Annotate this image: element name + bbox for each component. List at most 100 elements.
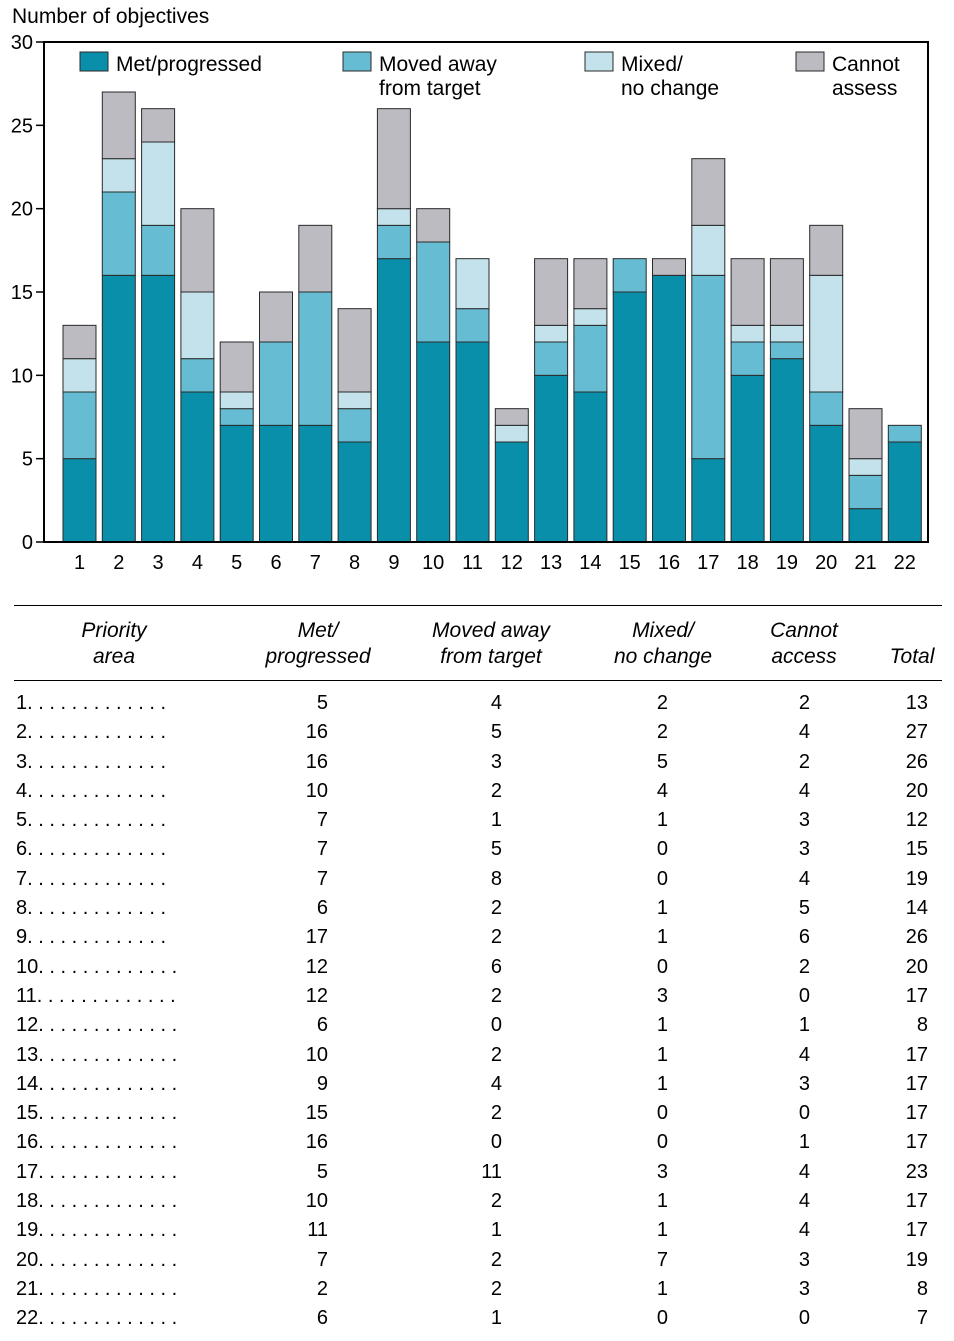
cell-total: 27 <box>905 721 928 744</box>
table-row: 12. . . . . . . . . . . . . 6 0 1 1 8 <box>14 1011 942 1040</box>
cell-total: 8 <box>916 1014 928 1037</box>
cell-mixed: 1 <box>656 1014 668 1037</box>
cell-total: 26 <box>905 926 928 949</box>
bar-segment-9-series-3 <box>376 208 411 226</box>
bar-segment-12-series-4 <box>494 408 529 426</box>
legend-label-3-line1: Mixed/ <box>621 53 683 76</box>
x-tick-label: 5 <box>231 552 242 574</box>
cell-total: 14 <box>905 897 928 920</box>
cell-mixed: 1 <box>656 1219 668 1242</box>
y-tick-label: 15 <box>11 282 33 304</box>
table-row: 3. . . . . . . . . . . . . 16 3 5 2 26 <box>14 748 942 777</box>
x-tick-label: 19 <box>776 552 798 574</box>
cell-moved-away: 4 <box>490 1072 502 1095</box>
cell-moved-away: 0 <box>490 1014 502 1037</box>
x-tick-label: 8 <box>349 552 360 574</box>
x-tick-label: 6 <box>270 552 281 574</box>
bar-segment-4-series-2 <box>180 358 215 393</box>
cell-met: 10 <box>305 1190 328 1213</box>
bar-segment-8-series-3 <box>337 391 372 410</box>
bar-segment-13-series-3 <box>534 324 569 343</box>
bar-segment-9-series-2 <box>376 224 411 260</box>
bar-segment-9-series-4 <box>376 108 411 210</box>
cell-met: 7 <box>316 809 328 832</box>
bar-segment-19-series-4 <box>769 258 804 326</box>
cell-moved-away: 2 <box>490 1190 502 1213</box>
table-row: 17. . . . . . . . . . . . . 5 11 3 4 23 <box>14 1158 942 1187</box>
cell-priority-area: 13. . . . . . . . . . . . . <box>16 1043 178 1066</box>
y-tick-label: 0 <box>22 532 33 554</box>
bar-segment-3-series-2 <box>141 224 176 276</box>
cell-moved-away: 2 <box>490 926 502 949</box>
table-row: 7. . . . . . . . . . . . . 7 8 0 4 19 <box>14 865 942 894</box>
y-tick-label: 20 <box>11 199 33 221</box>
table-row: 16. . . . . . . . . . . . . 16 0 0 1 17 <box>14 1128 942 1157</box>
cell-total: 13 <box>905 692 928 714</box>
cell-met: 7 <box>316 1248 328 1271</box>
bar-segment-1-series-1 <box>62 458 97 543</box>
cell-met: 2 <box>316 1277 328 1300</box>
cell-cannot: 3 <box>798 1248 810 1271</box>
cell-cannot: 3 <box>798 1277 810 1300</box>
cell-mixed: 0 <box>656 1307 668 1330</box>
cell-met: 16 <box>305 750 328 773</box>
cell-cannot: 4 <box>798 1190 810 1213</box>
cell-moved-away: 8 <box>490 867 502 890</box>
cell-total: 17 <box>905 1190 928 1213</box>
bar-segment-2-series-2 <box>101 191 136 276</box>
cell-cannot: 1 <box>798 1131 810 1154</box>
cell-mixed: 0 <box>656 867 668 890</box>
legend-label-3-line2: no change <box>621 77 719 100</box>
cell-met: 5 <box>316 1160 328 1183</box>
cell-cannot: 6 <box>798 926 810 949</box>
cell-mixed: 3 <box>656 984 668 1007</box>
cell-mixed: 1 <box>656 897 668 920</box>
cell-priority-area: 19. . . . . . . . . . . . . <box>16 1219 178 1242</box>
cell-mixed: 1 <box>656 1043 668 1066</box>
cell-met: 12 <box>305 984 328 1007</box>
cell-mixed: 2 <box>656 692 668 714</box>
data-table: Priority area Met/ progressed Moved away… <box>14 605 942 1334</box>
cell-priority-area: 4. . . . . . . . . . . . . <box>16 779 167 802</box>
bar-segment-22-series-2 <box>887 424 922 443</box>
cell-total: 17 <box>905 1102 928 1125</box>
bar-segment-21-series-3 <box>848 458 883 476</box>
bar-segment-13-series-2 <box>534 341 569 376</box>
cell-mixed: 5 <box>656 750 668 773</box>
bar-segment-20-series-4 <box>809 224 844 276</box>
table-row: 9. . . . . . . . . . . . . 17 2 1 6 26 <box>14 923 942 952</box>
cell-total: 17 <box>905 1131 928 1154</box>
cell-met: 7 <box>316 838 328 861</box>
cell-moved-away: 1 <box>490 1219 502 1242</box>
cell-moved-away: 4 <box>490 692 502 714</box>
cell-mixed: 1 <box>656 809 668 832</box>
x-tick-label: 21 <box>854 552 876 574</box>
cell-total: 19 <box>905 1248 928 1271</box>
cell-priority-area: 17. . . . . . . . . . . . . <box>16 1160 178 1183</box>
bar-segment-3-series-1 <box>141 274 176 543</box>
cell-moved-away: 6 <box>490 955 502 978</box>
cell-priority-area: 1. . . . . . . . . . . . . <box>16 692 167 714</box>
bar-segment-18-series-2 <box>730 341 765 376</box>
cell-cannot: 0 <box>798 1102 810 1125</box>
x-tick-label: 15 <box>619 552 641 574</box>
cell-mixed: 2 <box>656 721 668 744</box>
cell-met: 10 <box>305 779 328 802</box>
header-total: Total <box>889 645 935 668</box>
bar-segment-16-series-4 <box>652 258 686 276</box>
cell-met: 6 <box>316 1014 328 1037</box>
cell-mixed: 4 <box>656 779 668 802</box>
cell-moved-away: 1 <box>490 1307 502 1330</box>
cell-total: 17 <box>905 1072 928 1095</box>
legend-swatch-2 <box>342 51 372 72</box>
bar-segment-19-series-1 <box>769 358 804 543</box>
cell-cannot: 3 <box>798 838 810 861</box>
bar-segment-21-series-1 <box>848 508 883 543</box>
y-tick-label: 5 <box>22 449 33 471</box>
cell-cannot: 4 <box>798 1219 810 1242</box>
bar-segment-18-series-3 <box>730 324 765 343</box>
cell-mixed: 3 <box>656 1160 668 1183</box>
stacked-bar-chart: Number of objectives 0 5 10 15 20 25 30 1 2 3 4 5 6 7 8… <box>0 0 954 590</box>
bar-segment-3-series-3 <box>141 141 176 226</box>
cell-mixed: 1 <box>656 1072 668 1095</box>
